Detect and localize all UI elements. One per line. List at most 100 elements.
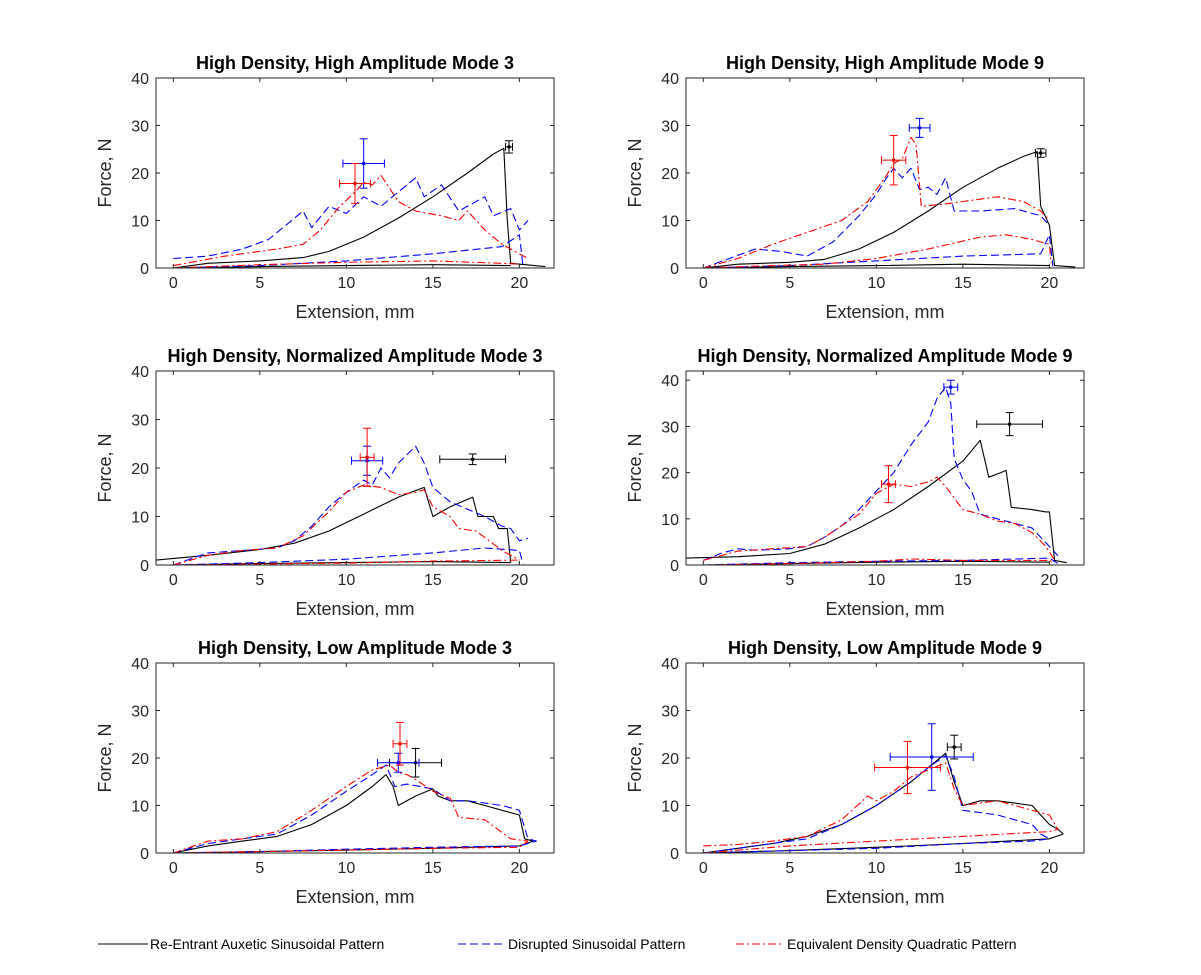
y-tick-label: 10	[661, 512, 679, 529]
legend-entry: Disrupted Sinusoidal Pattern	[458, 936, 685, 952]
x-tick-label: 5	[255, 860, 264, 877]
y-tick-label: 0	[670, 846, 679, 863]
mean-point	[361, 161, 366, 166]
chart-panel: High Density, Normalized Amplitude Mode …	[625, 346, 1085, 619]
x-tick-label: 20	[510, 572, 528, 589]
series-line-loading	[173, 177, 529, 260]
y-tick-label: 0	[140, 846, 149, 863]
x-axis-label: Extension, mm	[295, 599, 414, 619]
y-tick-label: 10	[131, 214, 149, 231]
x-tick-label: 10	[337, 572, 355, 589]
y-tick-label: 30	[131, 413, 149, 430]
series-line-unloading	[173, 840, 537, 853]
series-line-unloading	[173, 260, 520, 268]
y-tick-label: 0	[670, 558, 679, 575]
series-line-unloading	[703, 557, 1059, 565]
x-tick-label: 15	[424, 860, 442, 877]
mean-point	[353, 181, 357, 186]
mean-point	[396, 760, 401, 765]
error-bar	[976, 412, 1043, 437]
x-tick-label: 5	[785, 860, 794, 877]
chart-title: High Density, Normalized Amplitude Mode …	[697, 346, 1072, 366]
series-line-unloading	[703, 558, 1055, 565]
series-line-loading	[173, 484, 520, 565]
series-line-loading	[173, 764, 537, 853]
y-axis-label: Force, N	[95, 433, 115, 502]
series-line-loading	[703, 167, 1050, 268]
x-tick-label: 5	[255, 572, 264, 589]
y-tick-label: 20	[131, 166, 149, 183]
y-tick-label: 20	[131, 751, 149, 768]
series-line-loading	[173, 174, 529, 267]
error-bar	[342, 138, 385, 189]
y-tick-label: 0	[670, 261, 679, 278]
series-line-loading	[686, 439, 1067, 564]
x-tick-label: 20	[510, 275, 528, 292]
x-axis-label: Extension, mm	[825, 887, 944, 907]
x-tick-label: 0	[169, 275, 178, 292]
x-tick-label: 0	[169, 572, 178, 589]
series-line-loading	[703, 151, 1076, 268]
series-line-unloading	[173, 559, 520, 565]
error-bar	[881, 134, 907, 186]
y-tick-label: 20	[661, 751, 679, 768]
error-bar	[338, 163, 372, 204]
chart-panel: High Density, Low Amplitude Mode 9 0 5 10 15…	[625, 638, 1085, 907]
x-axis-label: Extension, mm	[295, 887, 414, 907]
legend-label: Equivalent Density Quadratic Pattern	[787, 936, 1017, 952]
x-tick-label: 5	[785, 275, 794, 292]
y-tick-label: 30	[131, 119, 149, 136]
x-tick-label: 10	[337, 860, 355, 877]
series-line-unloading	[703, 838, 1050, 853]
y-tick-label: 20	[661, 166, 679, 183]
x-tick-label: 15	[424, 275, 442, 292]
x-tick-label: 20	[510, 860, 528, 877]
y-tick-label: 20	[131, 461, 149, 478]
y-axis-label: Force, N	[625, 723, 645, 792]
x-tick-label: 15	[954, 572, 972, 589]
x-tick-label: 15	[954, 275, 972, 292]
series-line-loading	[173, 774, 534, 853]
y-tick-label: 30	[661, 419, 679, 436]
y-axis-label: Force, N	[95, 138, 115, 207]
chart-panel: High Density, High Amplitude Mode 3 0 5 10 1…	[95, 53, 555, 322]
mean-point	[929, 755, 934, 759]
series-line-loading	[703, 386, 1059, 561]
mean-point	[905, 765, 910, 770]
y-tick-label: 10	[661, 214, 679, 231]
x-axis-label: Extension, mm	[825, 302, 944, 322]
y-tick-label: 20	[661, 466, 679, 483]
x-tick-label: 10	[337, 275, 355, 292]
mean-point	[1007, 422, 1012, 426]
series-line-loading	[156, 486, 512, 563]
series-line-unloading	[703, 234, 1052, 268]
error-bar	[908, 117, 931, 138]
x-axis-label: Extension, mm	[825, 599, 944, 619]
legend: Re-Entrant Auxetic Sinusoidal Pattern Dis…	[98, 936, 1017, 952]
mean-point	[886, 482, 891, 486]
error-bar	[1035, 148, 1047, 158]
mean-point	[952, 745, 957, 749]
chart-panel: High Density, Low Amplitude Mode 3 0 5 10 15…	[95, 638, 555, 907]
legend-label: Re-Entrant Auxetic Sinusoidal Pattern	[150, 936, 384, 952]
series-line-loading	[703, 136, 1050, 268]
error-bar	[943, 379, 959, 395]
x-tick-label: 0	[699, 572, 708, 589]
x-tick-label: 0	[169, 860, 178, 877]
series-line-unloading	[173, 840, 529, 853]
error-bar	[505, 140, 514, 154]
y-tick-label: 30	[131, 704, 149, 721]
chart-panel: High Density, High Amplitude Mode 9 0 5 10 1…	[625, 53, 1085, 322]
axes-box	[685, 370, 1085, 566]
series-line-loading	[173, 764, 529, 853]
series-line-loading	[173, 147, 546, 268]
error-bar	[881, 465, 896, 504]
mean-point	[398, 741, 402, 746]
y-axis-label: Force, N	[625, 138, 645, 207]
chart-title: High Density, Low Amplitude Mode 3	[198, 638, 512, 658]
y-tick-label: 40	[131, 656, 149, 673]
mean-point	[365, 455, 369, 460]
y-tick-label: 40	[661, 656, 679, 673]
x-tick-label: 0	[699, 860, 708, 877]
y-tick-label: 40	[661, 373, 679, 390]
